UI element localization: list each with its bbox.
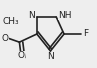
Text: O: O	[2, 34, 9, 43]
Text: O: O	[18, 51, 25, 60]
Text: F: F	[83, 30, 89, 38]
Text: CH₃: CH₃	[3, 17, 19, 26]
Text: NH: NH	[58, 11, 72, 20]
Text: N: N	[28, 11, 35, 20]
Text: N: N	[47, 52, 54, 61]
